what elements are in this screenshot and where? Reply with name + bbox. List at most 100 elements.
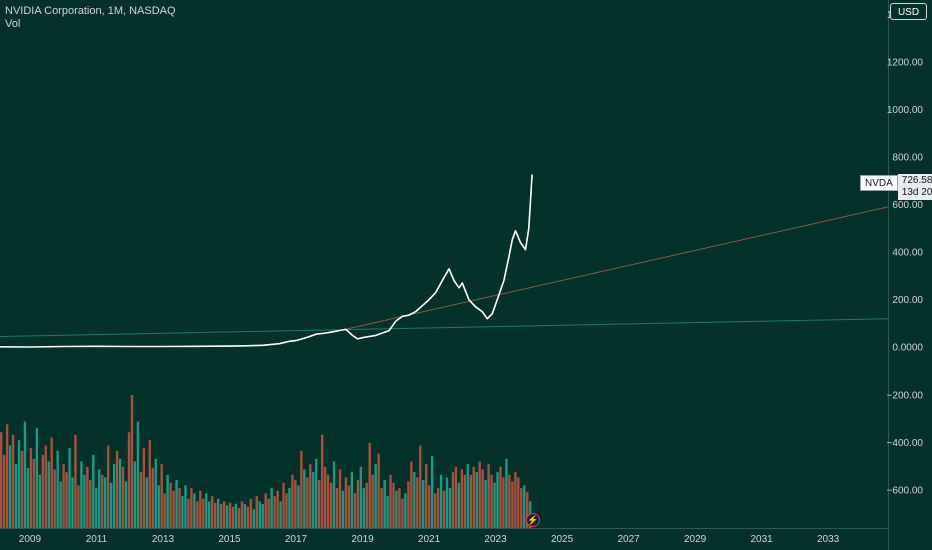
volume-bar <box>193 493 196 528</box>
volume-bar <box>62 464 65 528</box>
volume-bar <box>368 442 371 528</box>
volume-bar <box>160 464 163 528</box>
y-tick-label: 0.0000 <box>892 343 923 354</box>
volume-bar <box>329 482 333 528</box>
volume-bar <box>56 450 59 528</box>
trendlines[interactable] <box>0 206 889 338</box>
volume-bar <box>249 498 253 528</box>
volume-bar <box>362 488 365 528</box>
volume-bar <box>213 502 217 528</box>
volume-bar <box>127 432 131 528</box>
volume-bar <box>300 450 303 528</box>
volume-bar <box>142 448 146 528</box>
volume-bar <box>353 493 357 528</box>
volume-bar <box>273 496 276 528</box>
volume-bar <box>359 466 362 528</box>
volume-bar <box>490 474 493 528</box>
chart-title: NVIDIA Corporation, 1M, NASDAQ <box>5 5 176 17</box>
volume-bar <box>496 472 499 528</box>
volume-bar <box>267 498 270 528</box>
volume-bar <box>303 469 306 528</box>
trendline-lower[interactable] <box>0 318 889 338</box>
volume-bar <box>442 490 446 528</box>
last-price-tag: NVDA 726.58 13d 20h <box>860 174 932 200</box>
volume-bar <box>50 437 53 528</box>
volume-bar <box>320 434 324 528</box>
volume-bar <box>255 496 258 528</box>
volume-bar <box>8 445 12 528</box>
volume-bar <box>469 474 472 528</box>
volume-bar <box>505 458 508 528</box>
volume-bar <box>356 480 360 528</box>
volume-bar <box>347 485 351 528</box>
volume-bar <box>395 490 398 528</box>
volume-bar <box>139 472 143 528</box>
volume-bar <box>416 477 419 528</box>
volume-bar <box>430 456 434 528</box>
volume-bar <box>270 488 273 528</box>
volume-bar <box>74 434 77 528</box>
x-tick-label: 2027 <box>617 534 640 545</box>
volume-bar <box>398 488 401 528</box>
volume-bar <box>493 482 496 528</box>
x-tick-label: 2017 <box>285 534 308 545</box>
volume-bar <box>169 482 172 528</box>
currency-button[interactable]: USD <box>890 3 927 20</box>
volume-bar <box>17 440 21 528</box>
volume-bar <box>341 490 345 528</box>
y-tick-label: −200.00 <box>887 390 924 401</box>
volume-bar <box>101 474 104 528</box>
lightning-icon[interactable]: ⚡ <box>526 513 540 527</box>
volume-bar <box>448 488 452 528</box>
x-tick-label: 2021 <box>418 534 441 545</box>
volume-bar <box>243 504 247 528</box>
volume-bar <box>445 477 449 528</box>
volume-bar <box>288 488 291 528</box>
volume-bar <box>11 434 15 528</box>
volume-bar <box>463 474 467 528</box>
volume-bar <box>294 480 297 528</box>
x-tick-label: 2031 <box>750 534 773 545</box>
volume-bars <box>0 395 532 528</box>
volume-bar <box>205 493 208 528</box>
volume-bar <box>115 450 119 528</box>
volume-bar <box>457 482 461 528</box>
x-tick-label: 2011 <box>86 534 108 545</box>
volume-bar <box>350 472 354 528</box>
volume-bar <box>427 485 431 528</box>
volume-bar <box>234 504 238 528</box>
volume-bar <box>121 466 125 528</box>
volume-bar <box>318 480 321 528</box>
y-tick-label: 1200.00 <box>887 57 924 68</box>
volume-bar <box>175 480 178 528</box>
trendline-upper[interactable] <box>329 206 889 334</box>
volume-bar <box>401 498 404 528</box>
volume-bar <box>433 493 437 528</box>
volume-bar <box>5 424 9 528</box>
volume-bar <box>32 458 36 528</box>
volume-bar <box>297 485 300 528</box>
volume-bar <box>454 466 458 528</box>
volume-bar <box>202 498 205 528</box>
volume-bar <box>487 464 490 528</box>
volume-bar <box>83 474 86 528</box>
volume-bar <box>240 501 244 528</box>
x-tick-label: 2013 <box>152 534 175 545</box>
volume-bar <box>484 480 487 528</box>
volume-bar <box>47 461 50 528</box>
volume-bar <box>323 466 327 528</box>
volume-bar <box>472 466 475 528</box>
volume-bar <box>389 474 392 528</box>
volume-bar <box>145 477 148 528</box>
volume-bar <box>371 474 374 528</box>
y-tick-label: 600.00 <box>892 200 923 211</box>
price-series <box>0 174 533 348</box>
volume-bar <box>383 480 386 528</box>
price-tag-symbol: NVDA <box>860 175 898 191</box>
volume-bar <box>225 505 229 528</box>
volume-bar <box>20 450 24 528</box>
volume-bar <box>184 485 187 528</box>
volume-bar <box>514 472 517 528</box>
